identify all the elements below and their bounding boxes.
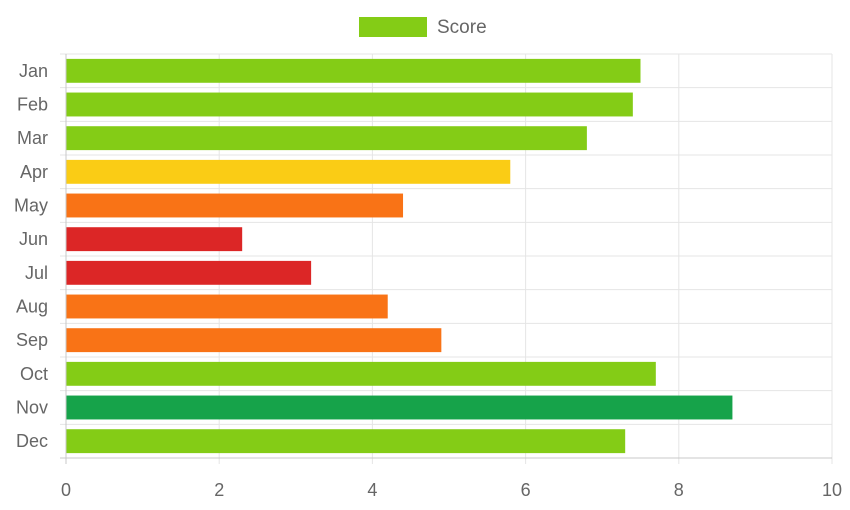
bar-feb[interactable] bbox=[66, 92, 633, 117]
bar-dec[interactable] bbox=[66, 429, 626, 454]
bar-may[interactable] bbox=[66, 193, 404, 218]
bars bbox=[66, 58, 733, 454]
y-tick-label: Apr bbox=[20, 162, 48, 182]
bar-jun[interactable] bbox=[66, 227, 243, 252]
x-tick-label: 0 bbox=[61, 480, 71, 500]
legend-swatch-score bbox=[359, 17, 427, 37]
x-tick-label: 2 bbox=[214, 480, 224, 500]
bar-aug[interactable] bbox=[66, 294, 388, 319]
x-tick-label: 10 bbox=[822, 480, 842, 500]
y-tick-label: Nov bbox=[16, 398, 48, 418]
bar-sep[interactable] bbox=[66, 328, 442, 353]
axes: 0 2 4 6 8 10 Jan Feb Mar Apr May Jun Jul Aug Sep Oct Nov… bbox=[14, 54, 842, 500]
x-tick-label: 4 bbox=[367, 480, 377, 500]
bar-jul[interactable] bbox=[66, 260, 312, 285]
legend-label-score: Score bbox=[437, 17, 487, 38]
y-tick-label: Mar bbox=[17, 128, 48, 148]
x-tick-label: 8 bbox=[674, 480, 684, 500]
bar-jan[interactable] bbox=[66, 58, 641, 83]
y-tick-label: May bbox=[14, 196, 48, 216]
grid-lines bbox=[60, 53, 833, 464]
x-tick-label: 6 bbox=[521, 480, 531, 500]
y-tick-label: Feb bbox=[17, 95, 48, 115]
legend[interactable]: Score bbox=[359, 17, 487, 38]
y-tick-label: Dec bbox=[16, 431, 48, 451]
bar-apr[interactable] bbox=[66, 159, 511, 184]
y-tick-label: Oct bbox=[20, 364, 48, 384]
y-tick-label: Aug bbox=[16, 297, 48, 317]
bar-nov[interactable] bbox=[66, 395, 733, 420]
bar-mar[interactable] bbox=[66, 126, 587, 151]
y-tick-label: Sep bbox=[16, 330, 48, 350]
bar-oct[interactable] bbox=[66, 361, 656, 386]
y-tick-label: Jul bbox=[25, 263, 48, 283]
y-tick-label: Jun bbox=[19, 229, 48, 249]
y-tick-label: Jan bbox=[19, 61, 48, 81]
